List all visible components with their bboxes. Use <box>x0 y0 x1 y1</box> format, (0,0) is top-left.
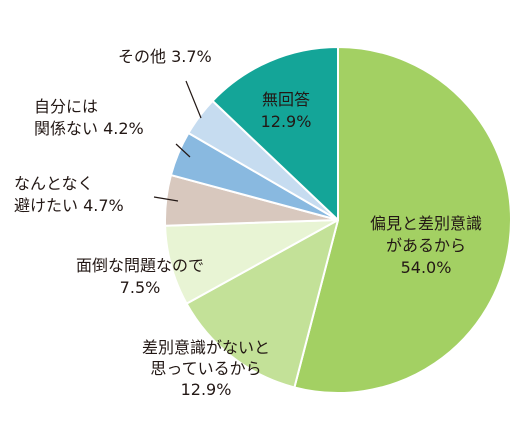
slice-label-2: 面倒な問題なので 7.5% <box>76 256 204 297</box>
slice-label-1: 差別意識がないと思っているから 12.9% <box>142 338 270 399</box>
slice-label-4: 自分には関係ない 4.2% <box>34 97 144 138</box>
slice-labels: 偏見と差別意識があるから 54.0% 差別意識がないと思っているから 12.9% 面倒な… <box>14 47 482 399</box>
slice-label-line: 7.5% <box>120 278 161 297</box>
slice-label-5: その他 3.7% <box>118 47 212 66</box>
slice-label-line: 関係ない 4.2% <box>34 119 144 138</box>
slice-label-line: 面倒な問題なので <box>76 256 204 275</box>
slice-label-line: 12.9% <box>261 112 312 131</box>
slice-label-line: その他 3.7% <box>118 47 212 66</box>
slice-label-line: 避けたい 4.7% <box>14 196 124 215</box>
slice-label-line: 54.0% <box>401 258 452 277</box>
slice-label-6: 無回答 12.9% <box>261 90 312 131</box>
pie-slice-6 <box>211 46 339 221</box>
leader-lines <box>153 80 202 202</box>
leader-line-3 <box>153 196 179 202</box>
pie-slices <box>164 46 512 394</box>
slice-label-3: なんとなく避けたい 4.7% <box>14 174 124 215</box>
slice-label-line: 差別意識がないと <box>142 338 270 357</box>
leader-line-4 <box>175 143 191 158</box>
slice-label-line: 無回答 <box>262 90 310 109</box>
slice-label-line: 自分には <box>34 97 98 116</box>
slice-label-line: なんとなく <box>14 174 94 193</box>
pie-slice-1 <box>185 219 339 389</box>
slice-label-line: 偏見と差別意識 <box>370 214 482 233</box>
slice-label-line: 思っているから <box>150 359 261 378</box>
pie-slice-0 <box>293 46 512 394</box>
slice-label-0: 偏見と差別意識があるから 54.0% <box>370 214 482 277</box>
slice-label-line: があるから <box>386 236 466 255</box>
leader-line-5 <box>185 80 202 119</box>
slice-label-line: 12.9% <box>181 380 232 399</box>
